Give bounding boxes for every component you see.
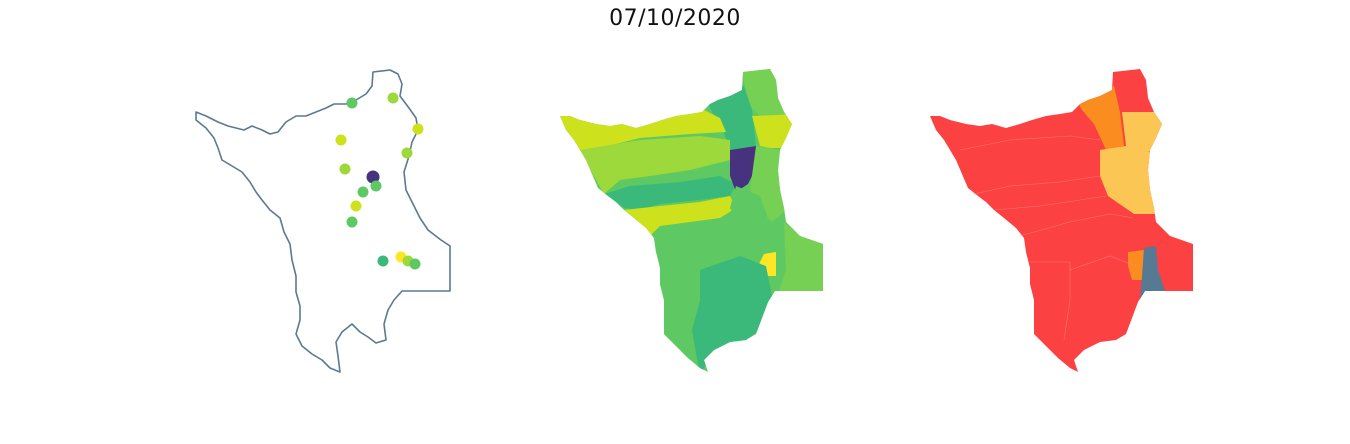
station-point — [401, 147, 413, 159]
station-point — [335, 134, 347, 146]
figure-title: 07/10/2020 — [609, 6, 741, 31]
subbasin — [604, 176, 736, 210]
station-point — [357, 186, 369, 198]
station-point — [370, 180, 382, 192]
subbasin — [624, 196, 736, 236]
station-point — [346, 216, 358, 228]
station-point — [387, 92, 399, 104]
region-outline — [195, 69, 451, 373]
subbasin — [1074, 86, 1124, 150]
station-point — [377, 255, 389, 267]
subbasin — [580, 136, 730, 194]
subbasin — [690, 256, 772, 372]
subbasin — [1128, 250, 1144, 280]
station-point — [366, 170, 380, 184]
station-point — [339, 163, 351, 175]
subbasin — [730, 186, 770, 232]
station-point — [412, 123, 424, 135]
station-point — [346, 97, 358, 109]
subbasin — [1122, 112, 1168, 152]
subbasin — [730, 146, 760, 192]
station-points — [335, 92, 424, 270]
subbasin — [704, 86, 756, 150]
subbasin — [1140, 246, 1168, 300]
subbasin — [650, 214, 764, 262]
station-point — [409, 258, 421, 270]
station-point — [350, 200, 362, 212]
subbasin-boundaries — [959, 135, 1137, 341]
subbasin — [1100, 146, 1158, 214]
